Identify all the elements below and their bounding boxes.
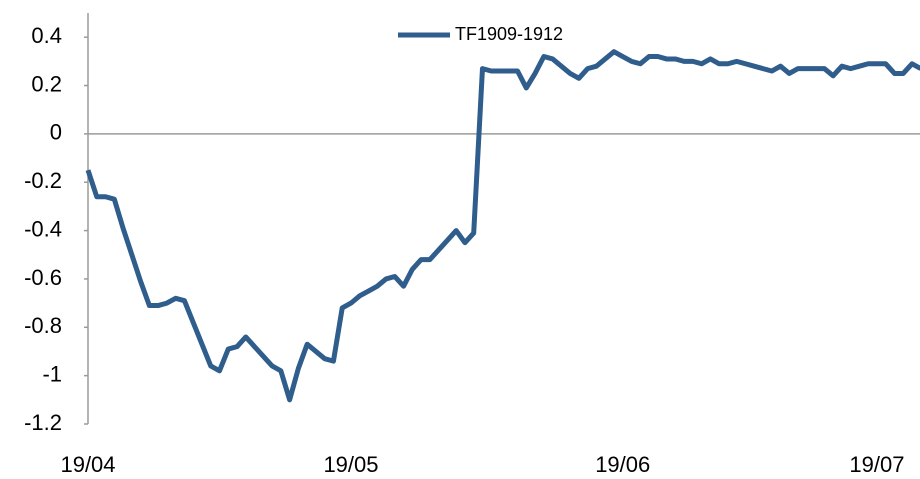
legend-label: TF1909-1912 [455, 24, 563, 44]
y-tick-label: -1.2 [24, 410, 62, 435]
data-line [85, 49, 920, 403]
x-tick-label: 19/05 [323, 452, 378, 477]
y-tick-label: -0.4 [24, 216, 62, 241]
x-tick-label: 19/06 [595, 452, 650, 477]
y-tick-label: -1 [42, 361, 62, 386]
y-tick-label: 0.2 [31, 71, 62, 96]
x-tick-label: 19/04 [60, 452, 115, 477]
y-tick-label: 0.4 [31, 23, 62, 48]
x-tick-label: 19/07 [849, 452, 904, 477]
y-tick-label: -0.8 [24, 313, 62, 338]
y-tick-label: -0.6 [24, 265, 62, 290]
y-tick-label: -0.2 [24, 168, 62, 193]
y-tick-label: 0 [50, 120, 62, 145]
